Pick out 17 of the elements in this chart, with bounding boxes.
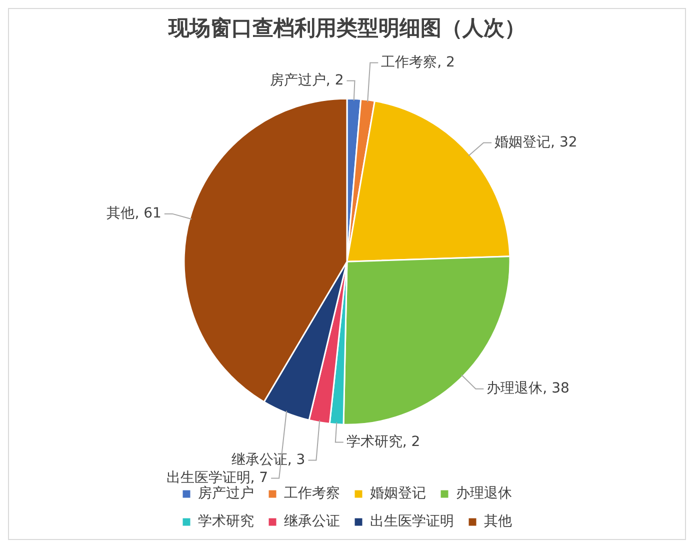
data-label: 房产过户, 2 [270, 72, 344, 88]
chart-title: 现场窗口查档利用类型明细图（人次） [168, 15, 526, 40]
legend-label: 办理退休 [456, 486, 512, 502]
legend-label: 工作考察 [284, 486, 340, 502]
legend-label: 房产过户 [198, 486, 254, 502]
data-label: 学术研究, 2 [346, 434, 420, 450]
legend-label: 继承公证 [284, 514, 340, 530]
data-label: 婚姻登记, 32 [494, 134, 578, 150]
data-label: 工作考察, 2 [381, 54, 455, 70]
data-label: 其他, 61 [106, 205, 162, 222]
data-label: 继承公证, 3 [231, 452, 306, 468]
data-label: 出生医学证明, 7 [166, 470, 268, 486]
data-label: 办理退休, 38 [486, 380, 570, 397]
legend-label: 学术研究 [198, 514, 254, 530]
legend-label: 出生医学证明 [370, 514, 454, 530]
legend-label: 婚姻登记 [370, 486, 426, 502]
legend-label: 其他 [484, 514, 512, 530]
